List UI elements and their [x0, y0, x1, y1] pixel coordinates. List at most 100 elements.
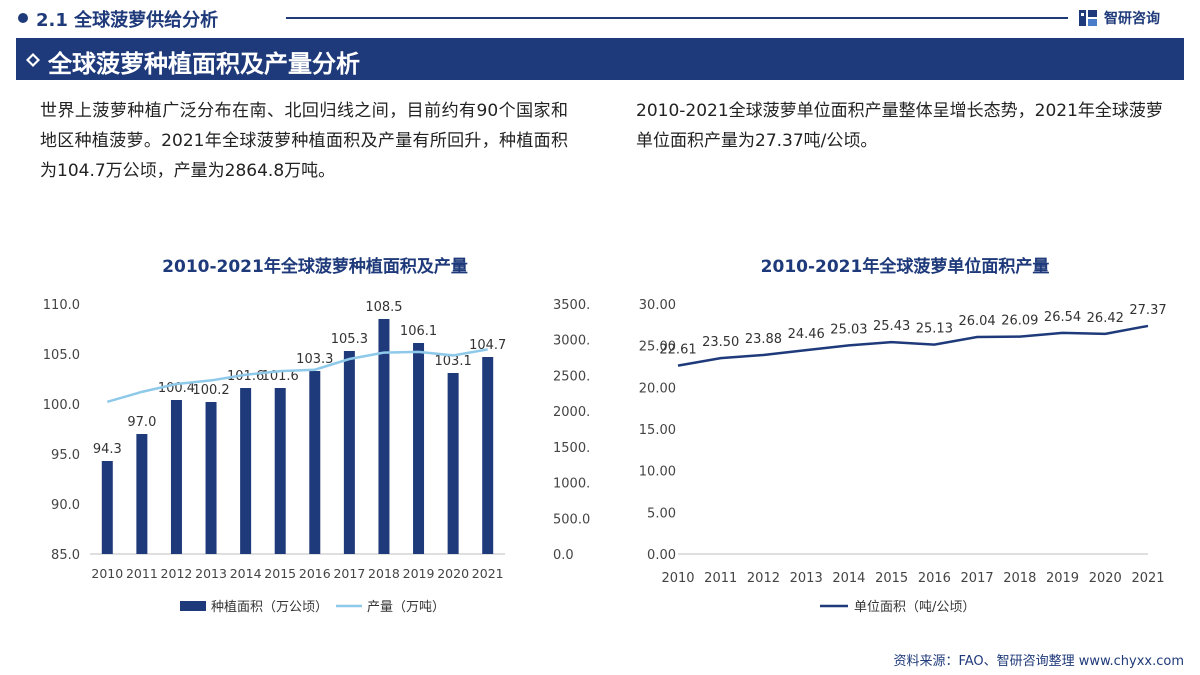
- x-tick-label: 2010: [661, 571, 694, 586]
- point-value-label: 25.03: [830, 322, 867, 337]
- chart-title-yield: 2010-2021年全球菠萝单位面积产量: [760, 257, 1050, 277]
- point-value-label: 26.04: [958, 314, 995, 329]
- legend-label-yield: 单位面积（吨/公顷）: [854, 600, 975, 615]
- x-tick-label: 2018: [1003, 571, 1036, 586]
- bar-value-label: 103.1: [435, 354, 472, 369]
- x-tick-label: 2014: [230, 566, 262, 581]
- bar-area: [482, 357, 494, 554]
- bar-value-label: 94.3: [93, 442, 122, 457]
- x-tick-label: 2020: [1089, 571, 1122, 586]
- yield-line: [677, 324, 1149, 367]
- y-right-tick-label: 2500.0: [553, 369, 590, 384]
- x-tick-label: 2021: [472, 566, 504, 581]
- bar-area: [101, 461, 113, 554]
- bar-area: [205, 402, 217, 554]
- y-right-tick-label: 1000.0: [553, 477, 590, 492]
- y-left-tick-label: 85.0: [51, 548, 80, 563]
- header-divider: [286, 17, 1068, 19]
- x-tick-label: 2013: [790, 571, 823, 586]
- point-value-label: 25.43: [873, 319, 910, 334]
- x-tick-label: 2015: [875, 571, 908, 586]
- x-tick-label: 2016: [918, 571, 951, 586]
- x-tick-label: 2021: [1131, 571, 1164, 586]
- y-right-tick-label: 2000.0: [553, 405, 590, 420]
- intro-paragraph-left: 世界上菠萝种植广泛分布在南、北回归线之间，目前约有90个国家和地区种植菠萝。20…: [40, 101, 568, 181]
- y-tick-label: 20.00: [639, 381, 676, 396]
- bar-area: [378, 319, 390, 554]
- diamond-icon: [26, 52, 40, 67]
- bar-value-label: 105.3: [331, 332, 368, 347]
- x-tick-label: 2017: [333, 566, 365, 581]
- bar-value-label: 103.3: [296, 352, 333, 367]
- area-output-chart: 85.0 90.0 95.0 100.0 105.0 110.0 0.0 500.0 1000.…: [43, 298, 590, 615]
- bullet-dot-icon: [18, 13, 28, 23]
- bar-area: [343, 351, 355, 554]
- point-value-label: 23.50: [702, 335, 739, 350]
- x-tick-label: 2018: [368, 566, 400, 581]
- y-right-tick-label: 0.0: [553, 548, 574, 563]
- yield-chart: 0.00 5.00 10.00 15.00 20.00 25.00 30.00 22.61 23…: [639, 298, 1167, 615]
- banner-title: 全球菠萝种植面积及产量分析: [48, 50, 360, 78]
- bar-area: [274, 388, 286, 554]
- bar-value-label: 100.4: [158, 381, 195, 396]
- x-tick-label: 2017: [961, 571, 994, 586]
- y-tick-label: 15.00: [639, 423, 676, 438]
- y-right-tick-label: 3500.0: [553, 298, 590, 313]
- y-left-tick-label: 95.0: [51, 448, 80, 463]
- y-tick-label: 30.00: [639, 298, 676, 313]
- legend-swatch-area: [180, 601, 206, 611]
- bar-value-label: 106.1: [400, 324, 437, 339]
- point-value-label: 23.88: [745, 332, 782, 347]
- point-value-label: 26.54: [1044, 310, 1081, 325]
- x-tick-label: 2013: [195, 566, 227, 581]
- y-right-tick-label: 500.0: [553, 512, 590, 527]
- x-tick-label: 2010: [91, 566, 123, 581]
- y-right-tick-label: 1500.0: [553, 441, 590, 456]
- brand-mark-icon: [1078, 8, 1098, 28]
- bar-area: [136, 434, 148, 554]
- y-tick-label: 5.00: [647, 506, 676, 521]
- source-note: 资料来源：FAO、智研咨询整理 www.chyxx.com: [893, 654, 1184, 669]
- section-banner: 全球菠萝种植面积及产量分析: [16, 38, 1184, 80]
- y-left-tick-label: 100.0: [43, 398, 80, 413]
- intro-paragraph-right: 2010-2021全球菠萝单位面积产量整体呈增长态势，2021年全球菠萝单位面积…: [636, 101, 1163, 151]
- point-value-label: 22.61: [659, 343, 696, 358]
- x-tick-label: 2019: [403, 566, 435, 581]
- x-tick-label: 2016: [299, 566, 331, 581]
- bar-value-label: 97.0: [127, 415, 156, 430]
- y-tick-label: 10.00: [639, 465, 676, 480]
- x-tick-label: 2019: [1046, 571, 1079, 586]
- x-tick-label: 2020: [437, 566, 469, 581]
- brand-logo: 智研咨询: [1078, 6, 1160, 30]
- point-value-label: 26.09: [1001, 314, 1038, 329]
- bar-area: [240, 388, 252, 554]
- x-tick-label: 2011: [126, 566, 158, 581]
- y-tick-label: 0.00: [647, 548, 676, 563]
- y-right-tick-label: 3000.0: [553, 334, 590, 349]
- y-left-tick-label: 105.0: [43, 348, 80, 363]
- bar-area: [413, 343, 425, 554]
- bar-value-label: 108.5: [365, 300, 402, 315]
- x-tick-label: 2012: [747, 571, 780, 586]
- legend-label-area: 种植面积（万公顷）: [211, 600, 328, 615]
- bar-value-label: 104.7: [469, 338, 506, 353]
- x-tick-label: 2011: [704, 571, 737, 586]
- x-tick-label: 2012: [161, 566, 193, 581]
- y-left-tick-label: 110.0: [43, 298, 80, 313]
- bar-area: [309, 371, 321, 554]
- chart-title-area-output: 2010-2021年全球菠萝种植面积及产量: [162, 257, 468, 277]
- point-value-label: 26.42: [1087, 311, 1124, 326]
- y-tick-label: 25.00: [639, 340, 676, 355]
- point-value-label: 27.37: [1129, 303, 1166, 318]
- top-header: 2.1 全球菠萝供给分析 智研咨询: [0, 0, 1200, 34]
- section-title: 2.1 全球菠萝供给分析: [36, 10, 219, 31]
- output-line: [106, 348, 488, 404]
- legend-label-output: 产量（万吨）: [367, 600, 445, 615]
- brand-name: 智研咨询: [1104, 11, 1160, 27]
- x-tick-label: 2014: [832, 571, 865, 586]
- y-left-tick-label: 90.0: [51, 498, 80, 513]
- x-tick-label: 2015: [264, 566, 296, 581]
- point-value-label: 25.13: [916, 322, 953, 337]
- bar-area: [170, 400, 182, 554]
- bar-area: [447, 373, 459, 554]
